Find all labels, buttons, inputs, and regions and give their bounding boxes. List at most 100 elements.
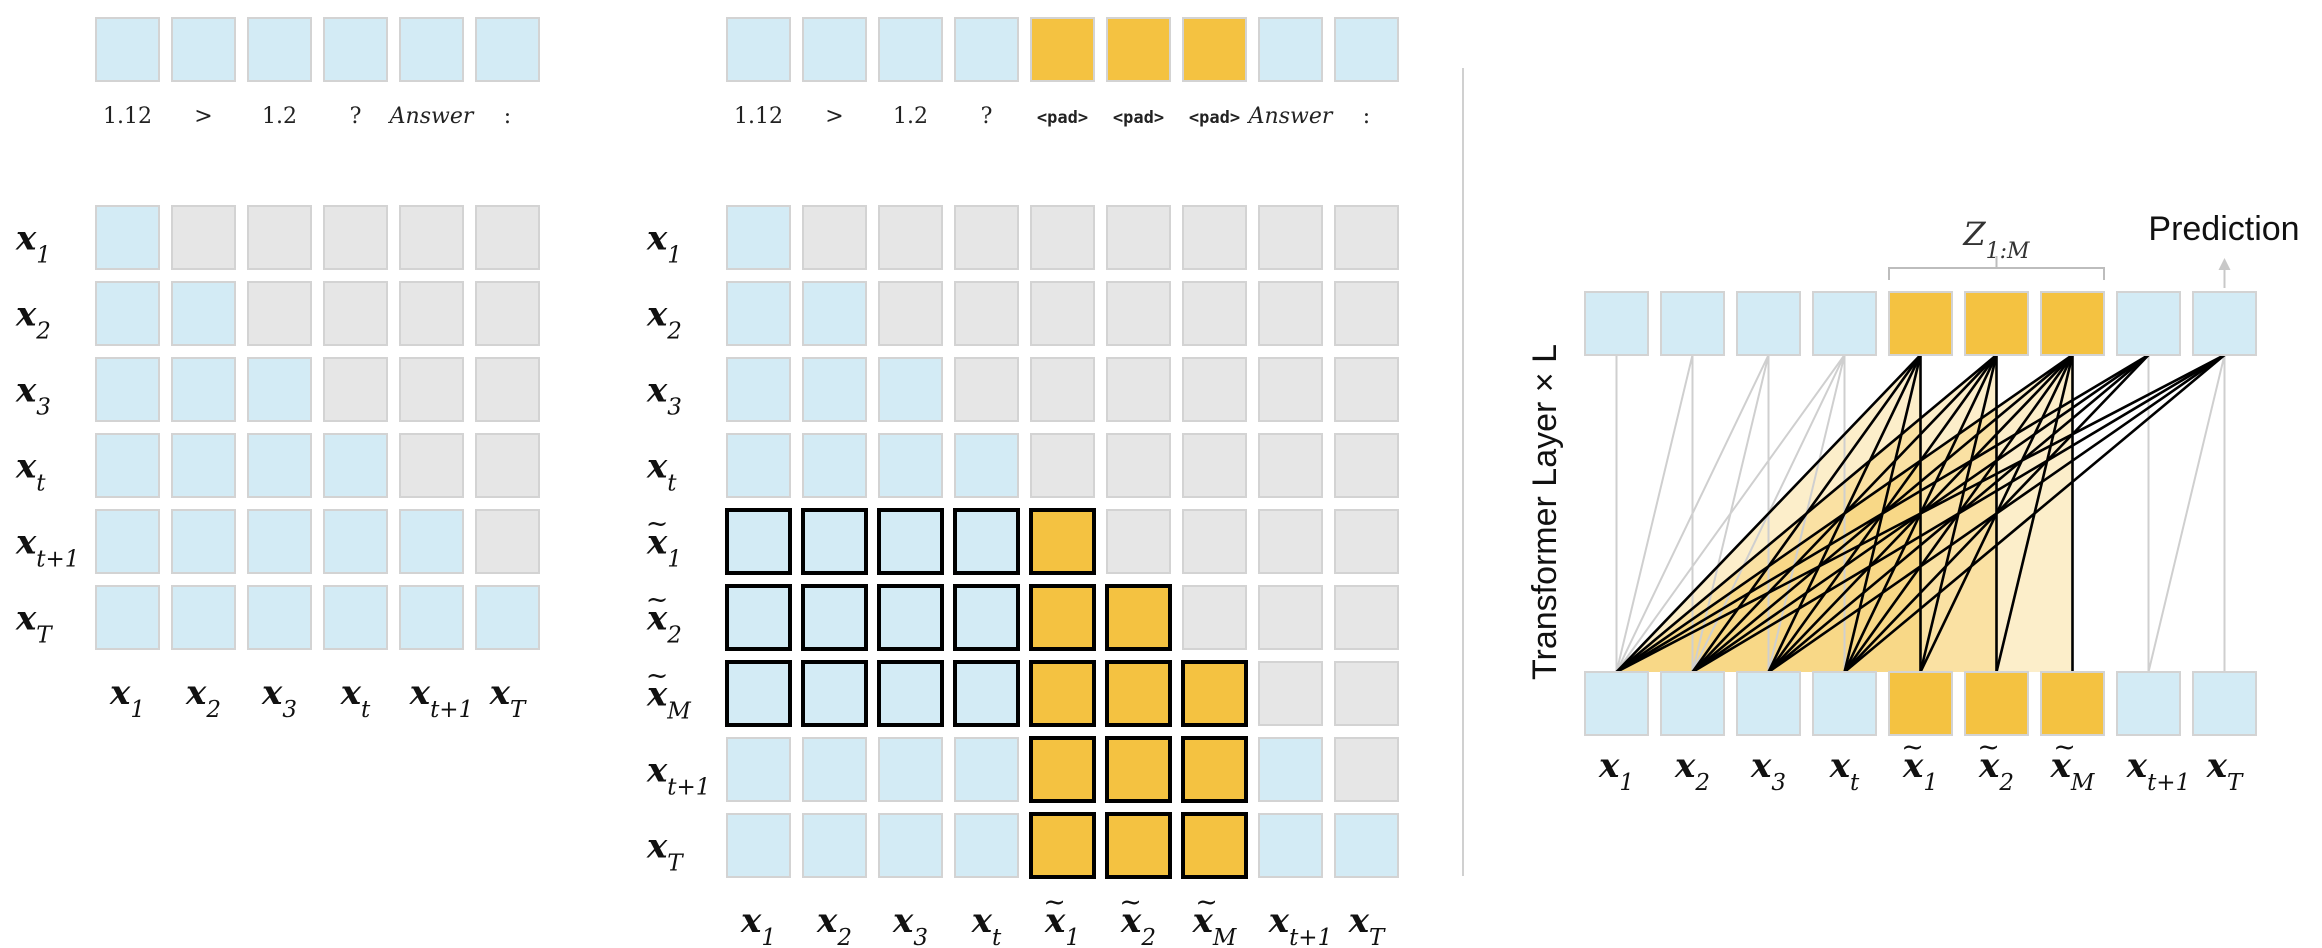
math-label: x1 [1598,746,1634,796]
attend-cell [1258,813,1323,878]
output-token-box [2192,291,2257,356]
label-subscript: 2 [205,697,221,723]
pad-edges [1615,353,2226,674]
math-label: x1 [740,901,776,948]
math-label: xT [489,673,527,723]
input-token-box [1888,671,1953,736]
attend-cell [878,433,943,498]
input-token-label: 1.2 [893,104,928,129]
svg-text:xt+1: xt+1 [646,751,710,801]
math-label: xt+1 [2126,746,2190,796]
svg-text:xT: xT [489,673,527,723]
causal-edge [2147,354,2226,673]
label-subscript: 3 [1771,770,1786,796]
pad-edge [1615,354,1922,673]
pad-attend-cell [877,584,944,651]
pad-token-cell [1181,812,1248,879]
pad-edge [1615,353,2226,674]
svg-text:x3: x3 [646,371,682,421]
label-base: x [646,675,668,715]
input-token-box [2040,671,2105,736]
svg-text:x2: x2 [1674,746,1710,796]
label-subscript: t [667,471,677,497]
pad-attend-cell [953,660,1020,727]
tilde-mark: ~ [646,660,669,691]
svg-text:x2: x2 [1978,746,2014,796]
attend-cell [954,813,1019,878]
output-token-box [1660,291,1725,356]
label-base: x [15,219,37,259]
masked-cell [399,433,464,498]
label-subscript: M [1212,925,1238,948]
pad-edge [1843,354,2226,673]
pad-attend-cell [725,508,792,575]
svg-text:xM: xM [646,675,692,725]
attend-cell [878,737,943,802]
math-label: xt [646,447,677,497]
label-base: x [1674,746,1696,786]
svg-text:xt: xt [971,901,1002,948]
input-token-box [1030,17,1095,82]
masked-cell [323,281,388,346]
masked-cell [1258,661,1323,726]
input-token-label: : [1363,104,1370,129]
attend-cell [95,585,160,650]
label-base: x [109,673,131,713]
svg-text:xt: xt [340,673,371,723]
label-base: x [1348,901,1370,941]
label-subscript: 2 [666,319,682,345]
attend-cell [399,509,464,574]
svg-text:xt: xt [646,447,677,497]
tilde-mark: ~ [646,508,669,539]
label-base: x [1598,746,1620,786]
label-base: x [409,673,431,713]
math-label: x1 [15,219,51,269]
svg-text:xt: xt [1829,746,1860,796]
attend-cell [399,585,464,650]
input-token-box [1964,671,2029,736]
masked-cell [323,357,388,422]
math-label: xM~ [2050,732,2096,796]
attend-cell [171,509,236,574]
label-subscript: t [36,471,46,497]
label-subscript: 2 [1694,770,1710,796]
math-label: x1~ [646,508,682,572]
math-label: x3 [646,371,682,421]
input-token-box [95,17,160,82]
math-label: x2 [15,295,51,345]
math-label: xt [340,673,371,723]
label-subscript: t [1850,770,1860,796]
label-subscript: T [1369,925,1386,948]
attend-cell [171,433,236,498]
math-label: x2 [816,901,852,948]
attend-cell [171,281,236,346]
input-token-label: : [504,104,511,129]
label-subscript: t [992,925,1002,948]
bracket-line [1888,267,2105,280]
masked-cell [1334,661,1399,726]
svg-text:x3: x3 [892,901,928,948]
svg-text:x1: x1 [1044,901,1080,948]
label-base: x [646,523,668,563]
math-label: x1~ [1901,732,1938,796]
input-token-label: 1.2 [262,104,297,129]
math-label: xM~ [646,660,693,724]
label-subscript: T [36,623,53,649]
causal-edge [1615,354,1694,673]
z-label: Z1:M [1962,215,2030,264]
label-base: x [646,599,668,639]
attend-cell [247,585,312,650]
input-token-row: 1.12 >1.2? Answer: [95,17,540,129]
masked-cell [1030,281,1095,346]
label-subscript: M [2070,770,2096,796]
math-label: xt+1 [646,751,710,801]
math-label: x2~ [646,584,682,648]
math-label: x2 [185,673,221,723]
label-subscript: t+1 [430,697,473,723]
output-token-box [1584,291,1649,356]
attend-cell [878,357,943,422]
input-token-box [1736,671,1801,736]
input-token-label: Answer [1247,104,1334,129]
